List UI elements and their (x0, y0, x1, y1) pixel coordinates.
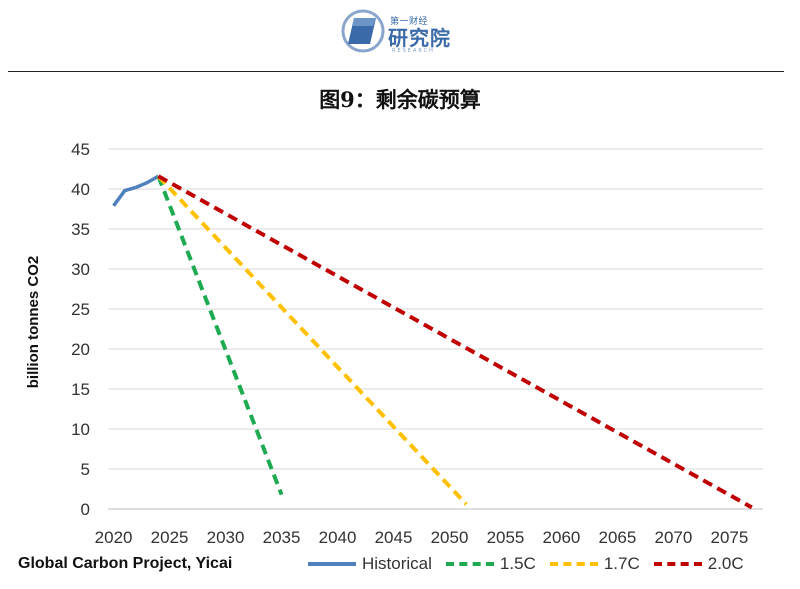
legend-swatch (308, 562, 356, 566)
legend-item: 1.7C (549, 554, 640, 574)
y-tick-label: 5 (81, 460, 90, 479)
logo-text-big: 研究院 (388, 26, 451, 50)
x-tick-label: 2060 (543, 528, 581, 547)
x-tick-label: 2025 (151, 528, 189, 547)
legend-item: Historical (308, 554, 432, 574)
logo-text-small: 第一财经 (390, 17, 429, 27)
x-tick-label: 2070 (655, 528, 693, 547)
source-note: Global Carbon Project, Yicai (18, 555, 233, 572)
legend-item: 2.0C (653, 554, 744, 574)
chart-legend: Historical 1.5C 1.7C 2.0C (308, 552, 758, 576)
header-divider (8, 71, 784, 72)
legend-item: 1.5C (445, 554, 536, 574)
x-tick-label: 2040 (319, 528, 357, 547)
series-line-1-5c (156, 175, 284, 496)
x-tick-label: 2045 (375, 528, 413, 547)
y-tick-label: 0 (81, 500, 90, 519)
series-line-historical (112, 174, 160, 207)
y-tick-label: 45 (71, 140, 90, 159)
x-tick-label: 2020 (95, 528, 133, 547)
legend-swatch (653, 562, 702, 566)
x-tick-label: 2065 (599, 528, 637, 547)
logo-emblem-icon (341, 9, 385, 53)
series-line-2-0c (157, 174, 753, 510)
x-tick-label: 2055 (487, 528, 525, 547)
x-tick-label: 2035 (263, 528, 301, 547)
y-tick-label: 30 (71, 260, 90, 279)
legend-label: 2.0C (707, 554, 744, 573)
series-lines (112, 174, 753, 510)
figure-title: 图9：剩余碳预算 (319, 87, 481, 112)
y-tick-label: 20 (71, 340, 90, 359)
logo-text-tiny: RESEARCH (392, 48, 435, 54)
x-tick-label: 2075 (710, 528, 748, 547)
series-line-1-7c (156, 174, 468, 506)
x-tick-label: 2050 (431, 528, 469, 547)
y-tick-label: 40 (71, 180, 90, 199)
research-logo: 第一财经 研究院 RESEARCH (340, 8, 465, 58)
legend-swatch (549, 562, 598, 566)
legend-label: 1.5C (499, 554, 536, 573)
legend-swatch (445, 562, 494, 566)
y-tick-label: 10 (71, 420, 90, 439)
legend-label: Historical (362, 554, 432, 573)
x-tick-labels: 2020 2025 2030 2035 2040 2045 2050 2055 2060 2065… (95, 528, 749, 547)
grid-lines (108, 148, 763, 510)
x-tick-label: 2030 (207, 528, 245, 547)
y-tick-label: 15 (71, 380, 90, 399)
y-tick-labels: 0 5 10 15 20 25 30 35 40 45 (71, 140, 90, 519)
y-axis-label: billion tonnes CO2 (25, 256, 42, 389)
y-tick-label: 35 (71, 220, 90, 239)
y-tick-label: 25 (71, 300, 90, 319)
legend-label: 1.7C (603, 554, 640, 573)
